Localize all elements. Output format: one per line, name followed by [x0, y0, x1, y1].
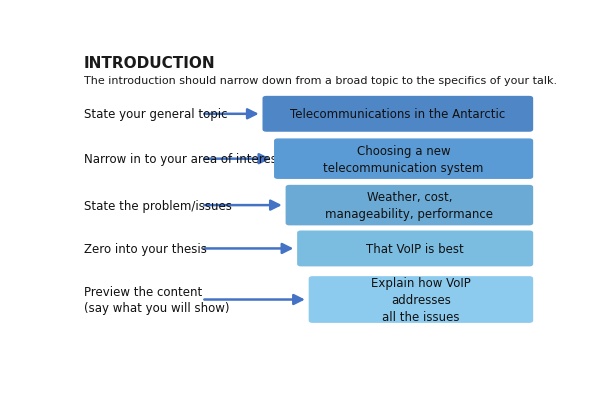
FancyBboxPatch shape	[285, 185, 533, 226]
Text: Preview the content
(say what you will show): Preview the content (say what you will s…	[83, 285, 229, 314]
Text: INTRODUCTION: INTRODUCTION	[83, 56, 215, 71]
FancyBboxPatch shape	[309, 276, 533, 323]
Text: State your general topic: State your general topic	[83, 108, 227, 121]
Text: That VoIP is best: That VoIP is best	[367, 242, 464, 255]
Text: Telecommunications in the Antarctic: Telecommunications in the Antarctic	[290, 108, 505, 121]
Text: Weather, cost,
manageability, performance: Weather, cost, manageability, performanc…	[325, 190, 493, 221]
FancyBboxPatch shape	[262, 97, 533, 132]
Text: Choosing a new
telecommunication system: Choosing a new telecommunication system	[324, 144, 484, 174]
FancyBboxPatch shape	[274, 139, 533, 180]
FancyBboxPatch shape	[297, 231, 533, 267]
Text: Zero into your thesis: Zero into your thesis	[83, 242, 207, 255]
Text: Narrow in to your area of interest: Narrow in to your area of interest	[83, 153, 281, 166]
Text: The introduction should narrow down from a broad topic to the specifics of your : The introduction should narrow down from…	[83, 76, 557, 86]
Text: Explain how VoIP
addresses
all the issues: Explain how VoIP addresses all the issue…	[371, 276, 471, 323]
Text: State the problem/issues: State the problem/issues	[83, 199, 232, 212]
